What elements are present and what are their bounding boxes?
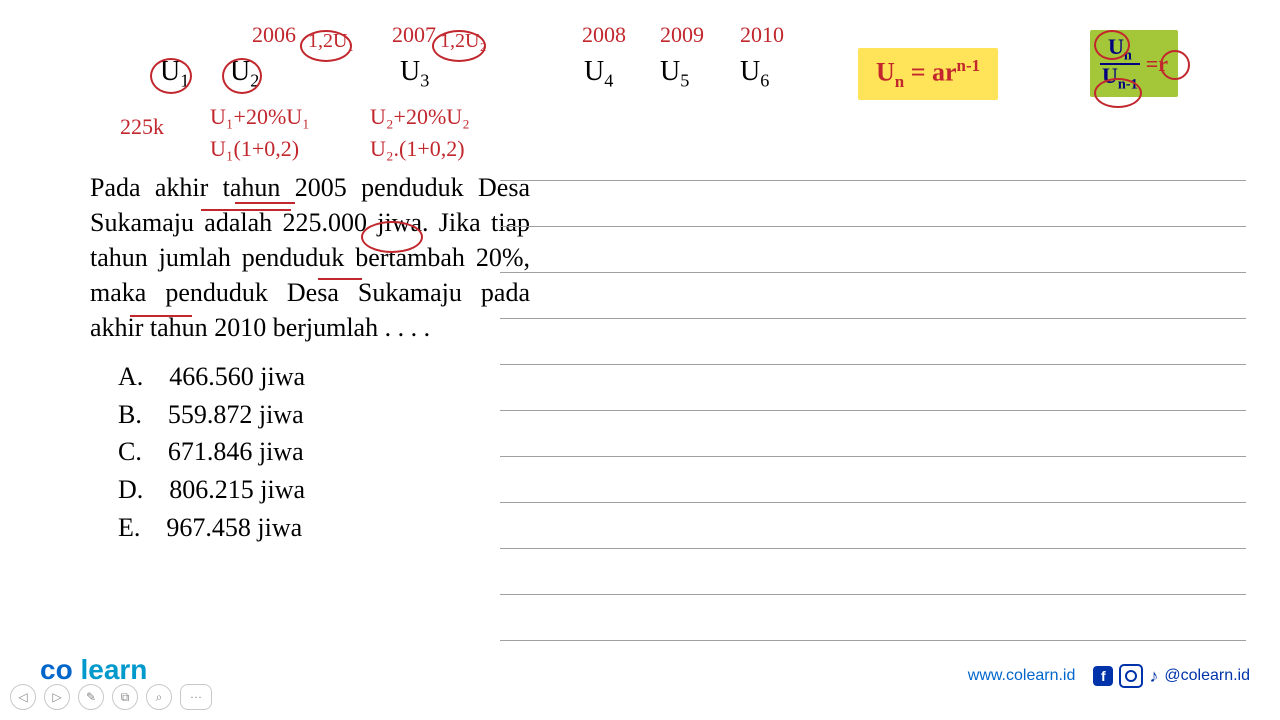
- play-icon[interactable]: ▷: [44, 684, 70, 710]
- annotation-circle: [432, 30, 486, 62]
- option-item[interactable]: C. 671.846 jiwa: [118, 433, 305, 471]
- annotation-underline: [318, 278, 362, 280]
- handwriting-year: 2006: [252, 22, 296, 48]
- annotation-circle: [300, 30, 352, 62]
- ruled-line: [500, 318, 1246, 319]
- ruled-line: [500, 226, 1246, 227]
- annotation-underline: [130, 315, 192, 317]
- handwriting-year: 2007: [392, 22, 436, 48]
- handwriting-year: 2010: [740, 22, 784, 48]
- zoom-icon[interactable]: ⌕: [146, 684, 172, 710]
- instagram-icon[interactable]: [1119, 664, 1143, 688]
- handwriting-u1-factor: U₁(1+0,2): [210, 136, 299, 162]
- annotation-circle: [222, 58, 262, 94]
- tiktok-icon[interactable]: ♪: [1149, 666, 1158, 687]
- handwriting-u2-factor: U₂.(1+0,2): [370, 136, 465, 162]
- handwriting-year: 2009: [660, 22, 704, 48]
- term-u4: U4: [584, 56, 613, 92]
- handwriting-u1-percent: U₁+20%U₁: [210, 104, 310, 130]
- annotation-circle: [361, 221, 423, 253]
- annotation-underline: [235, 202, 295, 204]
- ruled-line: [500, 640, 1246, 641]
- annotation-circle: [1094, 78, 1142, 108]
- ruled-line: [500, 594, 1246, 595]
- video-controls: ◁ ▷ ✎ ⧉ ⌕ ···: [10, 684, 212, 710]
- ruled-line: [500, 364, 1246, 365]
- ruled-line: [500, 180, 1246, 181]
- option-item[interactable]: D. 806.215 jiwa: [118, 471, 305, 509]
- handwriting-225k: 225k: [120, 114, 164, 140]
- pen-icon[interactable]: ✎: [78, 684, 104, 710]
- copy-icon[interactable]: ⧉: [112, 684, 138, 710]
- term-u6: U6: [740, 56, 769, 92]
- term-u5: U5: [660, 56, 689, 92]
- prev-icon[interactable]: ◁: [10, 684, 36, 710]
- option-item[interactable]: E. 967.458 jiwa: [118, 509, 305, 547]
- ruled-line: [500, 548, 1246, 549]
- question-text: Pada akhir tahun 2005 penduduk Desa Suka…: [90, 170, 530, 345]
- handwriting-year: 2008: [582, 22, 626, 48]
- annotation-circle: [1094, 30, 1130, 60]
- ruled-line: [500, 502, 1246, 503]
- footer-url[interactable]: www.colearn.id: [968, 667, 1076, 685]
- ruled-line: [500, 456, 1246, 457]
- footer-handle: @colearn.id: [1164, 667, 1250, 685]
- facebook-icon[interactable]: f: [1093, 666, 1113, 686]
- more-icon[interactable]: ···: [180, 684, 212, 710]
- answer-options: A. 466.560 jiwaB. 559.872 jiwaC. 671.846…: [118, 358, 305, 546]
- ruled-line: [500, 410, 1246, 411]
- annotation-circle: [1160, 50, 1190, 80]
- annotation-underline: [201, 209, 291, 211]
- annotation-circle: [150, 58, 192, 94]
- term-u3: U3: [400, 56, 429, 92]
- formula-geometric-term: Un = arn-1: [858, 48, 998, 100]
- option-item[interactable]: A. 466.560 jiwa: [118, 358, 305, 396]
- handwriting-u2-percent: U₂+20%U₂: [370, 104, 470, 130]
- option-item[interactable]: B. 559.872 jiwa: [118, 396, 305, 434]
- ruled-line: [500, 272, 1246, 273]
